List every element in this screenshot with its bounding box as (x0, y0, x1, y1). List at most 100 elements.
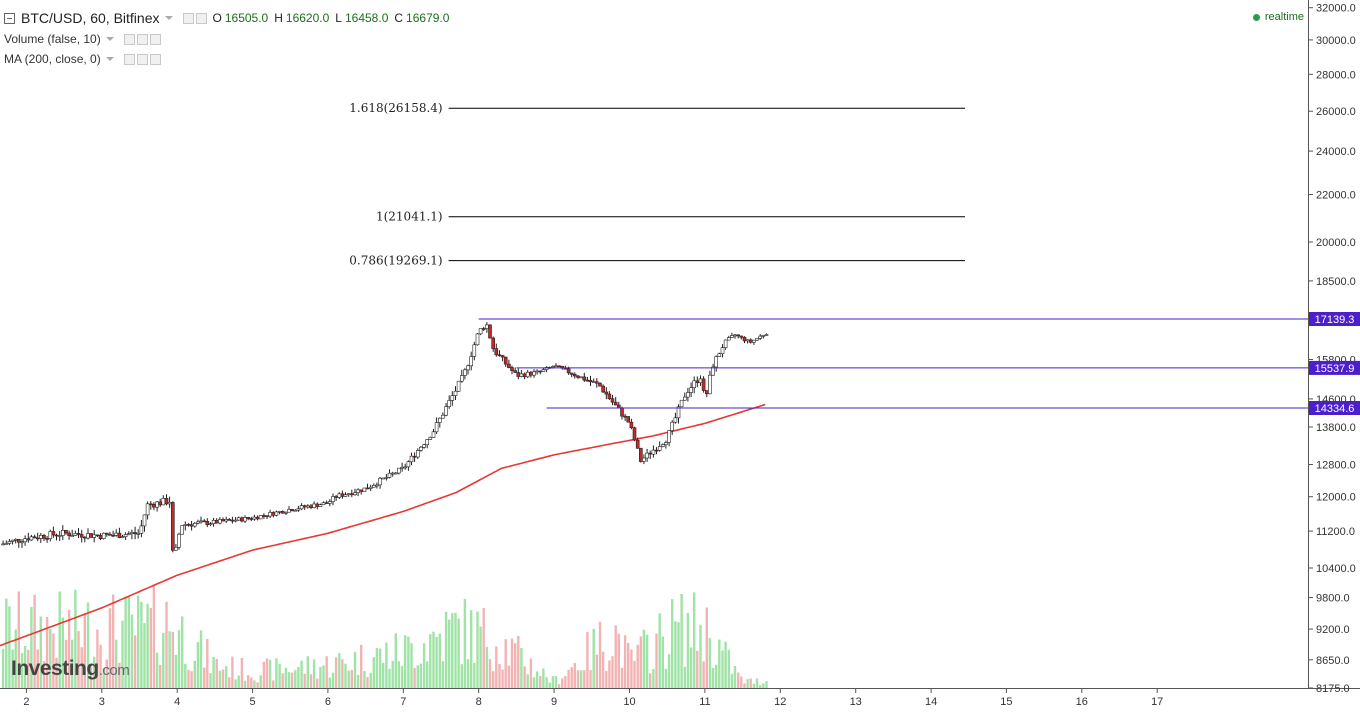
volume-bar (99, 644, 102, 688)
volume-bar (121, 620, 124, 688)
volume-bar (765, 681, 768, 688)
volume-bar (93, 656, 96, 688)
volume-bar (118, 662, 121, 688)
candle-body (761, 335, 766, 337)
volume-bar (460, 664, 463, 688)
volume-bar (479, 626, 482, 688)
collapse-legend-icon[interactable] (4, 12, 15, 24)
candle-body (54, 534, 59, 537)
volume-bar (341, 659, 344, 688)
volume-bar (250, 677, 253, 688)
volume-hide-icon[interactable] (123, 33, 135, 45)
price-tick-label: 9800.0 (1316, 593, 1350, 605)
candle-body (519, 373, 524, 377)
volume-bar (680, 594, 683, 688)
candle-body (714, 356, 719, 368)
volume-bar (601, 651, 605, 688)
candle-body (92, 534, 96, 538)
candle-body (626, 416, 631, 423)
symbol-format-icon[interactable] (195, 12, 207, 24)
volume-bar (466, 659, 470, 688)
volume-bar (344, 663, 347, 688)
candle-body (64, 529, 68, 534)
candle-body (108, 533, 112, 536)
candle-body (57, 535, 62, 537)
volume-bar (39, 616, 42, 688)
volume-bar (545, 677, 548, 688)
volume-bar (564, 676, 567, 688)
ma-hide-icon[interactable] (123, 53, 135, 65)
candle-body (38, 534, 43, 539)
time-tick-label: 11 (699, 696, 710, 708)
candle-body (739, 335, 744, 338)
volume-bar (404, 635, 407, 688)
volume-bar (730, 673, 734, 688)
volume-bar (203, 667, 206, 688)
candle-body (48, 531, 53, 539)
price-marker-label: 15537.9 (1315, 363, 1355, 375)
volume-bar (567, 669, 570, 688)
time-tick-label: 7 (400, 696, 406, 708)
volume-bar (378, 648, 382, 688)
investing-logo: Investing.com (11, 657, 130, 681)
volume-bar (407, 636, 410, 688)
volume-bar (617, 633, 620, 688)
candle-body (246, 517, 250, 519)
candle-body (387, 472, 392, 478)
volume-settings-icon[interactable] (136, 33, 148, 45)
candle-body (513, 370, 518, 373)
symbol-title[interactable]: BTC/USD, 60, Bitfinex (21, 10, 160, 26)
candle-body (412, 455, 417, 458)
ma-settings-icon[interactable] (136, 53, 148, 65)
volume-bar (190, 671, 193, 688)
candle-body (86, 533, 90, 539)
candle-body (554, 365, 558, 368)
volume-bar (30, 607, 33, 688)
candle-body (117, 532, 122, 538)
volume-bar (159, 664, 162, 688)
candle-body (20, 541, 24, 544)
volume-bar (265, 658, 269, 688)
volume-bar (595, 654, 598, 688)
open-value: 16505.0 (224, 11, 269, 25)
realtime-indicator: realtime (1252, 11, 1304, 23)
candle-body (331, 496, 335, 502)
volume-bar (181, 616, 184, 688)
symbol-menu-chevron-icon[interactable] (164, 16, 173, 20)
ma-menu-chevron-icon[interactable] (105, 57, 114, 61)
volume-bar (611, 656, 614, 688)
candle-body (648, 452, 653, 455)
candle-body (353, 492, 357, 496)
volume-bar (705, 607, 708, 688)
time-tick-label: 3 (99, 696, 105, 708)
volume-bar (256, 682, 259, 688)
candle-body (101, 532, 106, 540)
candle-body (657, 446, 662, 451)
volume-bar (294, 670, 297, 688)
candle-body (349, 493, 354, 496)
volume-bar (482, 608, 485, 688)
ma-close-icon[interactable] (149, 53, 161, 65)
ma-study-label[interactable]: MA (200, close, 0) (4, 52, 101, 66)
candle-body (177, 533, 181, 548)
volume-bar (80, 647, 83, 688)
volume-close-icon[interactable] (149, 33, 161, 45)
candle-body (274, 511, 279, 516)
candle-body (221, 519, 225, 522)
price-tick-label: 8650.0 (1316, 655, 1350, 667)
candle-body (529, 371, 533, 376)
volume-bar (548, 682, 551, 688)
volume-study-label[interactable]: Volume (false, 10) (4, 32, 101, 46)
candle-body (701, 378, 706, 391)
volume-bar (231, 656, 234, 688)
candle-body (538, 370, 543, 373)
volume-bar (45, 617, 49, 688)
symbol-settings-icon[interactable] (182, 12, 194, 24)
volume-bar (630, 649, 633, 688)
volume-bar (422, 643, 426, 688)
volume-bar (58, 591, 61, 688)
volume-bar (645, 634, 649, 688)
candle-body (368, 486, 373, 489)
volume-menu-chevron-icon[interactable] (105, 37, 114, 41)
